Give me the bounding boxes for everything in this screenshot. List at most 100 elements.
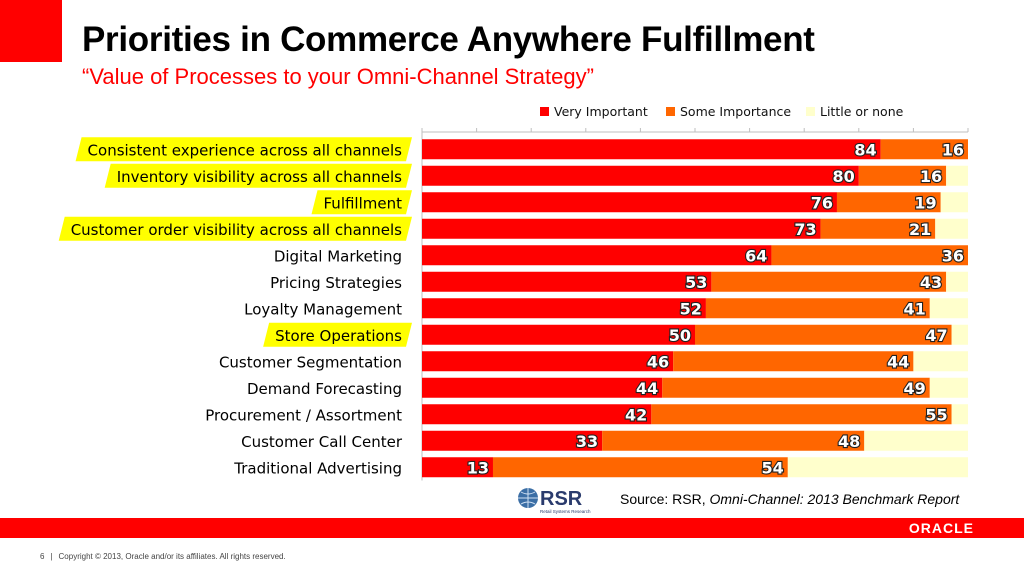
category-label: Inventory visibility across all channels (117, 168, 402, 186)
data-label: 13 (467, 458, 489, 477)
data-label: 80 (833, 167, 855, 186)
data-label: 43 (920, 273, 942, 292)
bar-segment (929, 377, 968, 398)
data-label: 44 (887, 352, 909, 371)
legend-swatch (806, 107, 815, 116)
bar-segment (951, 404, 968, 425)
bar-segment (820, 218, 936, 239)
legend-item-very-important: Very Important (540, 104, 648, 119)
brand-red-square (0, 0, 62, 62)
category-label: Store Operations (275, 327, 402, 345)
footer: 6 | Copyright © 2013, Oracle and/or its af… (40, 552, 286, 561)
bar-segment (940, 192, 968, 213)
bar-segment (422, 457, 493, 478)
data-label: 44 (636, 379, 658, 398)
bar-segment (929, 298, 968, 319)
stacked-bar-chart: Consistent experience across all channel… (58, 128, 969, 481)
data-label: 76 (811, 193, 833, 212)
category-label: Traditional Advertising (233, 459, 402, 477)
data-label: 50 (669, 326, 691, 345)
data-label: 84 (854, 140, 876, 159)
data-label: 64 (745, 246, 767, 265)
bar-segment (422, 324, 695, 345)
category-label: Customer Call Center (241, 433, 403, 451)
source-report-name: Omni-Channel: 2013 Benchmark Report (709, 491, 960, 507)
legend-swatch (540, 107, 549, 116)
bar-segment (662, 377, 930, 398)
bar-segment (673, 351, 914, 372)
category-highlight (263, 322, 412, 347)
bar-segment (913, 351, 968, 372)
data-label: 52 (680, 299, 702, 318)
source-citation: Source: RSR, Omni-Channel: 2013 Benchmar… (620, 491, 959, 507)
category-label: Customer order visibility across all cha… (71, 221, 402, 239)
bar-segment (836, 192, 941, 213)
data-label: 47 (925, 326, 947, 345)
bar-segment (951, 324, 968, 345)
rsr-globe-icon (518, 488, 538, 508)
data-label: 41 (904, 299, 926, 318)
bar-segment (935, 218, 968, 239)
category-highlight (75, 137, 412, 162)
footer-separator: | (50, 552, 53, 561)
bar-segment (422, 430, 603, 451)
oracle-logo: ORACLE (908, 520, 974, 536)
category-label: Procurement / Assortment (205, 406, 402, 424)
data-label: 16 (920, 167, 942, 186)
bar-segment (946, 271, 968, 292)
category-label: Customer Segmentation (219, 353, 402, 371)
data-label: 53 (685, 273, 707, 292)
bar-segment (946, 165, 968, 186)
data-label: 73 (794, 220, 816, 239)
rsr-logo-text: RSR (540, 488, 583, 510)
category-label: Fulfillment (324, 194, 403, 212)
data-label: 21 (909, 220, 931, 239)
data-label: 36 (942, 246, 964, 265)
data-label: 54 (762, 458, 784, 477)
legend-label: Some Importance (680, 104, 792, 119)
bar-segment (422, 245, 772, 266)
category-label: Pricing Strategies (270, 274, 402, 292)
legend-item-little-or-none: Little or none (806, 104, 903, 119)
bar-segment (422, 404, 652, 425)
bar-segment (880, 139, 968, 160)
data-label: 48 (838, 432, 860, 451)
bar-segment (422, 139, 881, 160)
bar-segment (422, 377, 663, 398)
rsr-logo: RSR Retail Systems Research (518, 488, 591, 514)
category-highlight (311, 190, 412, 215)
slide-subtitle: “Value of Processes to your Omni-Channel… (82, 64, 594, 89)
bar-segment (787, 457, 968, 478)
bar-segment (422, 192, 837, 213)
legend-item-some-importance: Some Importance (666, 104, 791, 119)
bar-segment (771, 245, 968, 266)
data-label: 49 (904, 379, 926, 398)
data-label: 19 (914, 193, 936, 212)
footer-red-band (0, 518, 1024, 538)
copyright-text: Copyright © 2013, Oracle and/or its affi… (58, 552, 286, 561)
bar-segment (602, 430, 865, 451)
category-label: Consistent experience across all channel… (88, 141, 403, 159)
bar-segment (705, 298, 930, 319)
bar-segment (864, 430, 968, 451)
data-label: 42 (625, 405, 647, 424)
data-label: 55 (925, 405, 947, 424)
bar-segment (422, 351, 674, 372)
legend-label: Little or none (820, 104, 904, 119)
category-highlight (104, 163, 412, 188)
legend-label: Very Important (554, 104, 648, 119)
slide-title: Priorities in Commerce Anywhere Fulfillm… (82, 20, 815, 59)
page-number: 6 (40, 552, 45, 561)
bar-segment (492, 457, 788, 478)
category-label: Digital Marketing (274, 247, 402, 265)
bar-segment (695, 324, 952, 345)
source-prefix: Source: RSR, (620, 491, 710, 507)
bar-segment (422, 218, 821, 239)
bar-segment (422, 165, 859, 186)
category-highlight (58, 216, 412, 241)
bar-segment (422, 271, 712, 292)
category-label: Demand Forecasting (247, 380, 402, 398)
category-label: Loyalty Management (244, 300, 402, 318)
data-label: 16 (942, 140, 964, 159)
bar-segment (858, 165, 947, 186)
